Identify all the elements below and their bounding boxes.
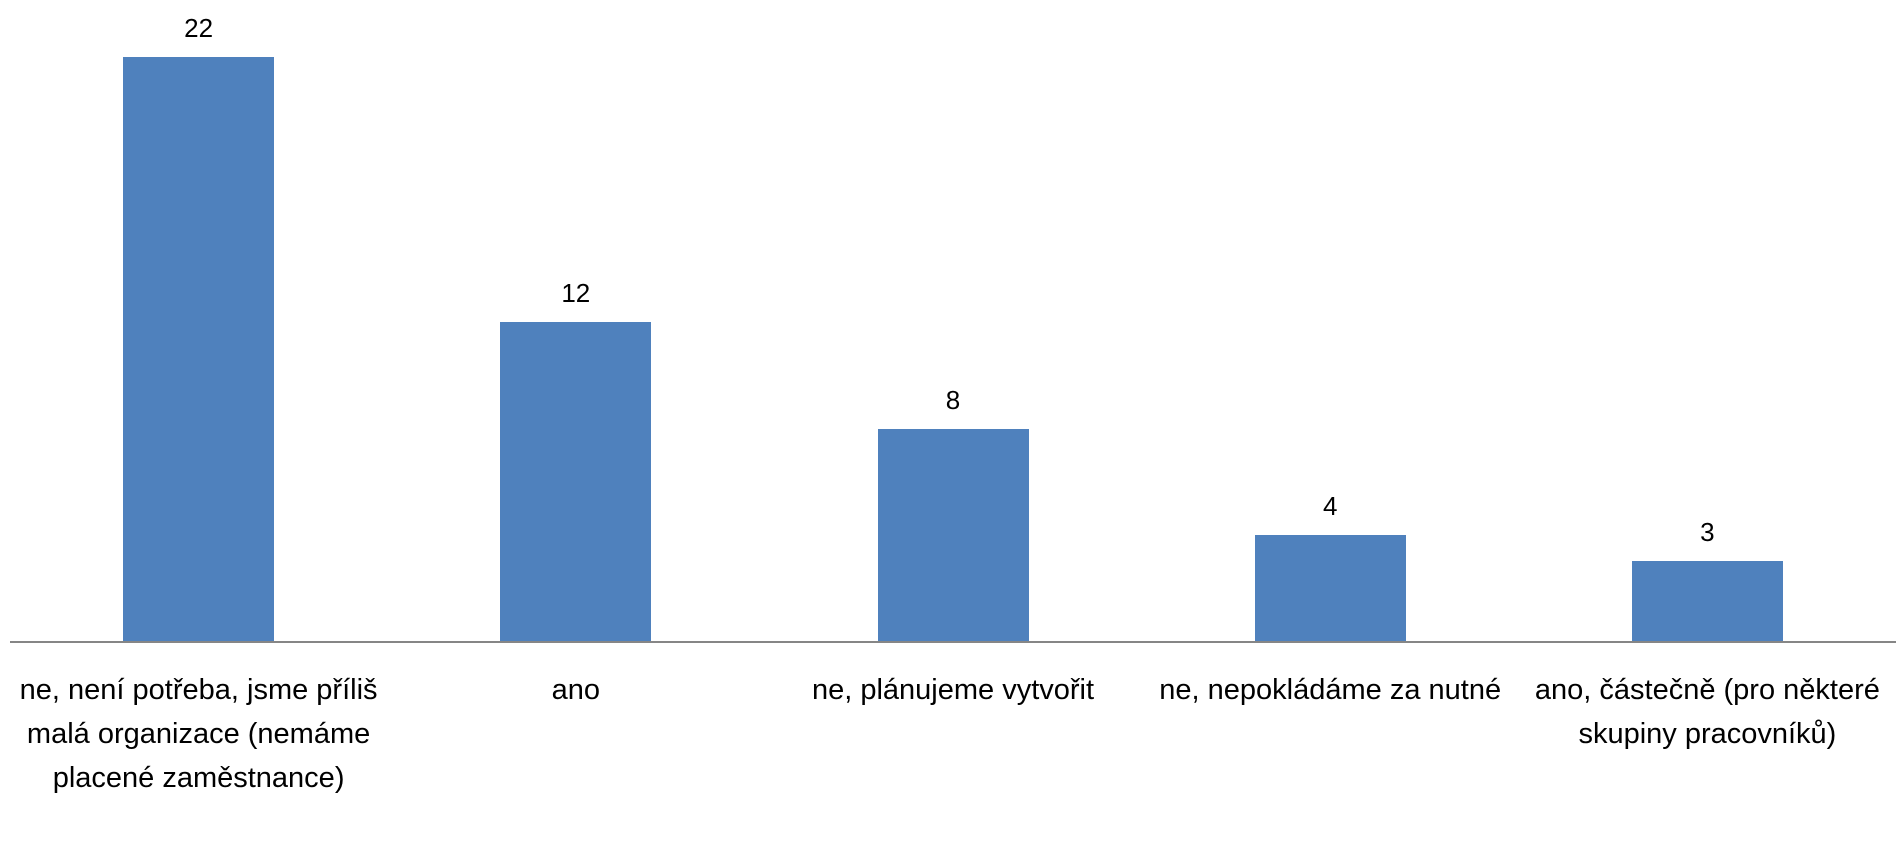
bar (877, 428, 1029, 641)
data-label: 22 (184, 13, 214, 43)
data-label: 4 (1322, 490, 1338, 521)
bar (1254, 534, 1406, 641)
x-tick-label: ne, plánujeme vytvořit (811, 674, 1095, 706)
axis (10, 641, 1896, 643)
x-tick-label: ne, není potřeba, jsme příliš malá organ… (19, 674, 378, 794)
data-label: 3 (1700, 517, 1715, 548)
bar (1631, 561, 1783, 641)
x-tick-label: ano (551, 674, 600, 706)
x-tick-label: ne, nepokládáme za nutné (1159, 674, 1502, 706)
data-label: 8 (945, 384, 961, 415)
bar (123, 57, 275, 641)
x-tick-label: ano, částečně (pro některé skupiny praco… (1534, 674, 1880, 750)
bar (500, 322, 652, 641)
data-label: 12 (561, 278, 591, 309)
